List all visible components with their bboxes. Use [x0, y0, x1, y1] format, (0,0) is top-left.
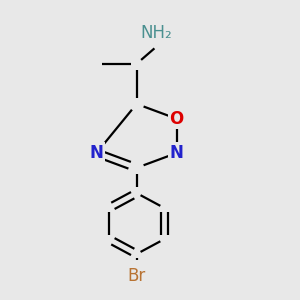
Text: NH₂: NH₂	[140, 24, 172, 42]
Text: Br: Br	[128, 267, 146, 285]
Text: N: N	[170, 144, 184, 162]
Text: O: O	[169, 110, 184, 128]
Text: N: N	[90, 144, 104, 162]
